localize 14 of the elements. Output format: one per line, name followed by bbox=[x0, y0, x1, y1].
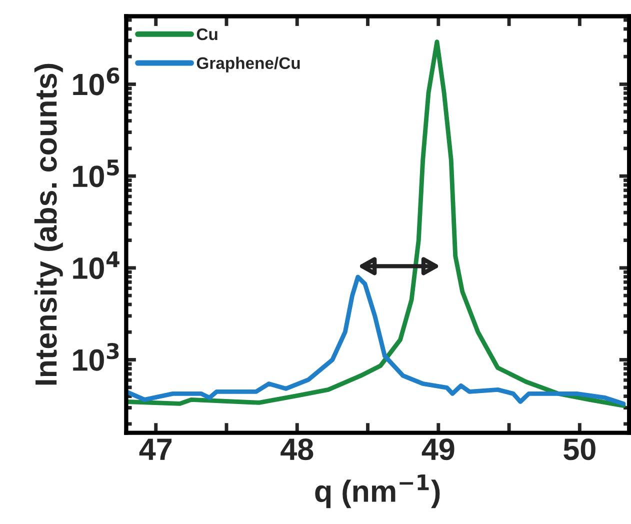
y-axis-title: Intensity (abs. counts) bbox=[34, 64, 63, 385]
y-tick-label: 10$^{3}$ bbox=[73, 343, 119, 371]
y-tick-label: 10$^{6}$ bbox=[73, 68, 120, 96]
x-tick-label: 47 bbox=[139, 438, 172, 460]
x-axis-title: q (nm$^{−1}$) bbox=[315, 474, 440, 508]
line-series bbox=[126, 40, 626, 408]
y-tick-label: 10$^{4}$ bbox=[73, 251, 120, 280]
x-tick-label: 48 bbox=[280, 438, 314, 460]
line-series bbox=[126, 274, 626, 406]
legend-label: Cu bbox=[196, 28, 218, 40]
x-tick-label: 50 bbox=[564, 438, 596, 460]
legend-label: Graphene/Cu bbox=[196, 56, 300, 72]
x-tick-label: 49 bbox=[422, 438, 454, 460]
y-tick-label: 10$^{5}$ bbox=[73, 160, 119, 188]
